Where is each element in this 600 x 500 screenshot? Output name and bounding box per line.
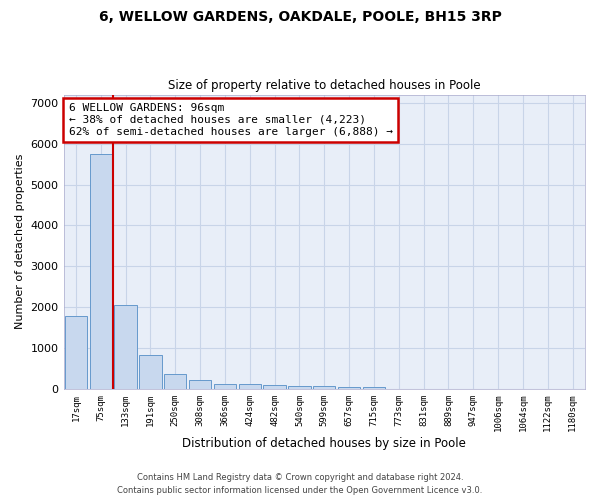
Bar (115, 304, 137, 389)
Title: Size of property relative to detached houses in Poole: Size of property relative to detached ho… (168, 79, 481, 92)
Bar (363, 387, 385, 389)
Bar (338, 386, 360, 389)
Bar (313, 386, 335, 389)
Text: 6 WELLOW GARDENS: 96sqm
← 38% of detached houses are smaller (4,223)
62% of semi: 6 WELLOW GARDENS: 96sqm ← 38% of detache… (69, 104, 393, 136)
Text: Contains HM Land Registry data © Crown copyright and database right 2024.
Contai: Contains HM Land Registry data © Crown c… (118, 474, 482, 495)
Bar (239, 384, 261, 389)
Bar (189, 380, 211, 389)
Bar (263, 385, 286, 389)
Bar (288, 386, 311, 389)
Bar (65, 316, 87, 389)
Bar (164, 374, 187, 389)
Bar (89, 154, 112, 389)
Bar (139, 356, 161, 389)
Bar (214, 384, 236, 389)
Text: 6, WELLOW GARDENS, OAKDALE, POOLE, BH15 3RP: 6, WELLOW GARDENS, OAKDALE, POOLE, BH15 … (98, 10, 502, 24)
X-axis label: Distribution of detached houses by size in Poole: Distribution of detached houses by size … (182, 437, 466, 450)
Y-axis label: Number of detached properties: Number of detached properties (15, 154, 25, 330)
